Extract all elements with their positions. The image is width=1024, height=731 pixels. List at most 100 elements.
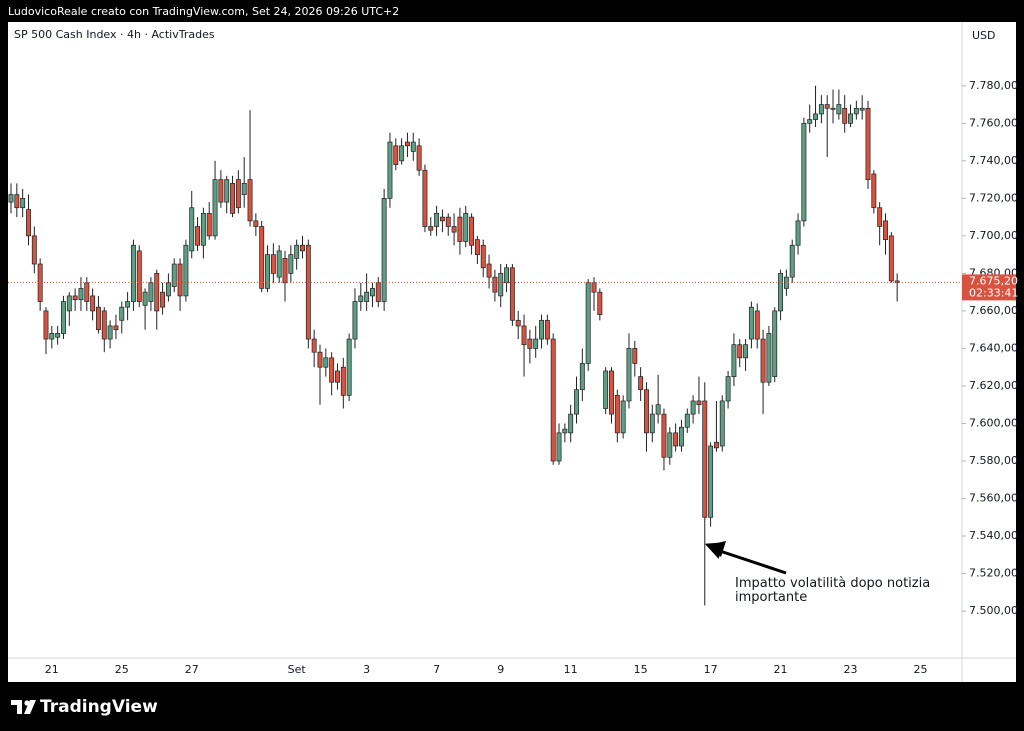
candle-body <box>859 107 865 111</box>
candle-body <box>49 333 55 340</box>
candle-body <box>457 216 463 242</box>
x-tick-label: 23 <box>844 663 858 676</box>
candle-body <box>888 235 894 282</box>
candle-body <box>206 213 212 237</box>
candle-body <box>154 273 160 312</box>
candle-body <box>148 282 154 302</box>
candle-body <box>165 282 171 297</box>
candle-body <box>72 295 78 301</box>
candle-body <box>568 413 574 434</box>
candle-body <box>270 254 276 274</box>
candle-body <box>795 220 801 246</box>
candle-body <box>678 426 684 447</box>
candle-body <box>235 179 241 209</box>
candle-body <box>317 351 323 368</box>
candle-body <box>684 413 690 428</box>
candle-body <box>550 338 556 462</box>
x-tick-label: 15 <box>634 663 648 676</box>
candle-body <box>224 179 230 203</box>
candle-body <box>783 276 789 289</box>
candle-body <box>125 301 131 308</box>
header-text: LudovicoReale creato con TradingView.com… <box>8 5 399 18</box>
candle-body <box>160 291 166 308</box>
candle-body <box>591 282 597 293</box>
candle-body <box>737 344 743 359</box>
candle-body <box>527 338 533 349</box>
x-tick-label: 11 <box>564 663 578 676</box>
y-tick-label: 7.720,00 <box>969 191 1018 204</box>
candle-body <box>579 363 585 391</box>
candle-body <box>830 107 836 110</box>
candle-body <box>288 254 294 274</box>
candle-body <box>177 263 183 297</box>
candle-body <box>632 348 638 364</box>
y-tick-label: 7.640,00 <box>969 341 1018 354</box>
candle-body <box>480 244 486 269</box>
candle-body <box>626 348 632 402</box>
chart-title: SP 500 Cash Index · 4h · ActivTrades <box>14 28 215 41</box>
candle-body <box>708 445 714 518</box>
logo <box>11 700 36 714</box>
candle-body <box>894 280 900 283</box>
candle-body <box>142 291 148 306</box>
candle-body <box>393 145 399 165</box>
candle-body <box>399 145 405 162</box>
candle-body <box>574 389 579 415</box>
logo-icon <box>24 700 36 714</box>
candle-body <box>8 194 14 203</box>
x-tick-label: 21 <box>45 663 59 676</box>
candle-body <box>731 344 737 377</box>
candle-body <box>265 254 270 289</box>
candle-body <box>603 370 609 409</box>
y-tick-label: 7.520,00 <box>969 567 1018 580</box>
candle-body <box>748 306 754 340</box>
candle-body <box>463 213 469 242</box>
candle-body <box>404 141 410 147</box>
candle-body <box>282 258 288 284</box>
candle-body <box>439 216 445 222</box>
candle-body <box>55 333 61 338</box>
candle-body <box>871 173 877 209</box>
candle-body <box>474 239 480 255</box>
currency: USD <box>972 29 996 42</box>
candle-body <box>212 179 218 237</box>
candle-body <box>883 220 888 240</box>
candle-body <box>387 141 393 199</box>
candle-body <box>719 400 725 447</box>
candle-body <box>853 107 859 115</box>
candle-body <box>702 400 708 518</box>
candle-body <box>381 198 387 302</box>
candle-body <box>241 182 247 195</box>
candle-body <box>789 244 795 278</box>
candle-body <box>329 357 335 383</box>
candle-body <box>183 244 189 297</box>
candle-body <box>562 428 568 434</box>
candle-body <box>428 226 434 231</box>
candle-body <box>84 282 90 302</box>
candle-body <box>14 194 20 209</box>
brand: TradingView <box>40 697 158 717</box>
candle-body <box>364 291 370 302</box>
candle-body <box>836 104 842 115</box>
y-tick-label: 7.760,00 <box>969 116 1018 129</box>
candle-body <box>31 235 37 265</box>
candle-body <box>667 432 673 458</box>
y-tick-label: 7.500,00 <box>969 604 1018 617</box>
candle-body <box>644 389 649 434</box>
candle-body <box>95 306 101 331</box>
y-tick-label: 7.660,00 <box>969 304 1018 317</box>
candle-body <box>445 216 451 227</box>
candle-body <box>26 209 31 237</box>
annotation: Impatto volatilità dopo notizia importan… <box>735 576 931 605</box>
candle-body <box>218 179 224 203</box>
candle-body <box>340 366 346 396</box>
candle-body <box>696 400 702 406</box>
x-tick-label: 21 <box>774 663 788 676</box>
candle-body <box>370 288 375 297</box>
candle-body <box>504 267 510 284</box>
candle-body <box>614 394 620 434</box>
candle-body <box>509 267 515 321</box>
candle-body <box>305 244 311 340</box>
candle-body <box>434 213 440 227</box>
